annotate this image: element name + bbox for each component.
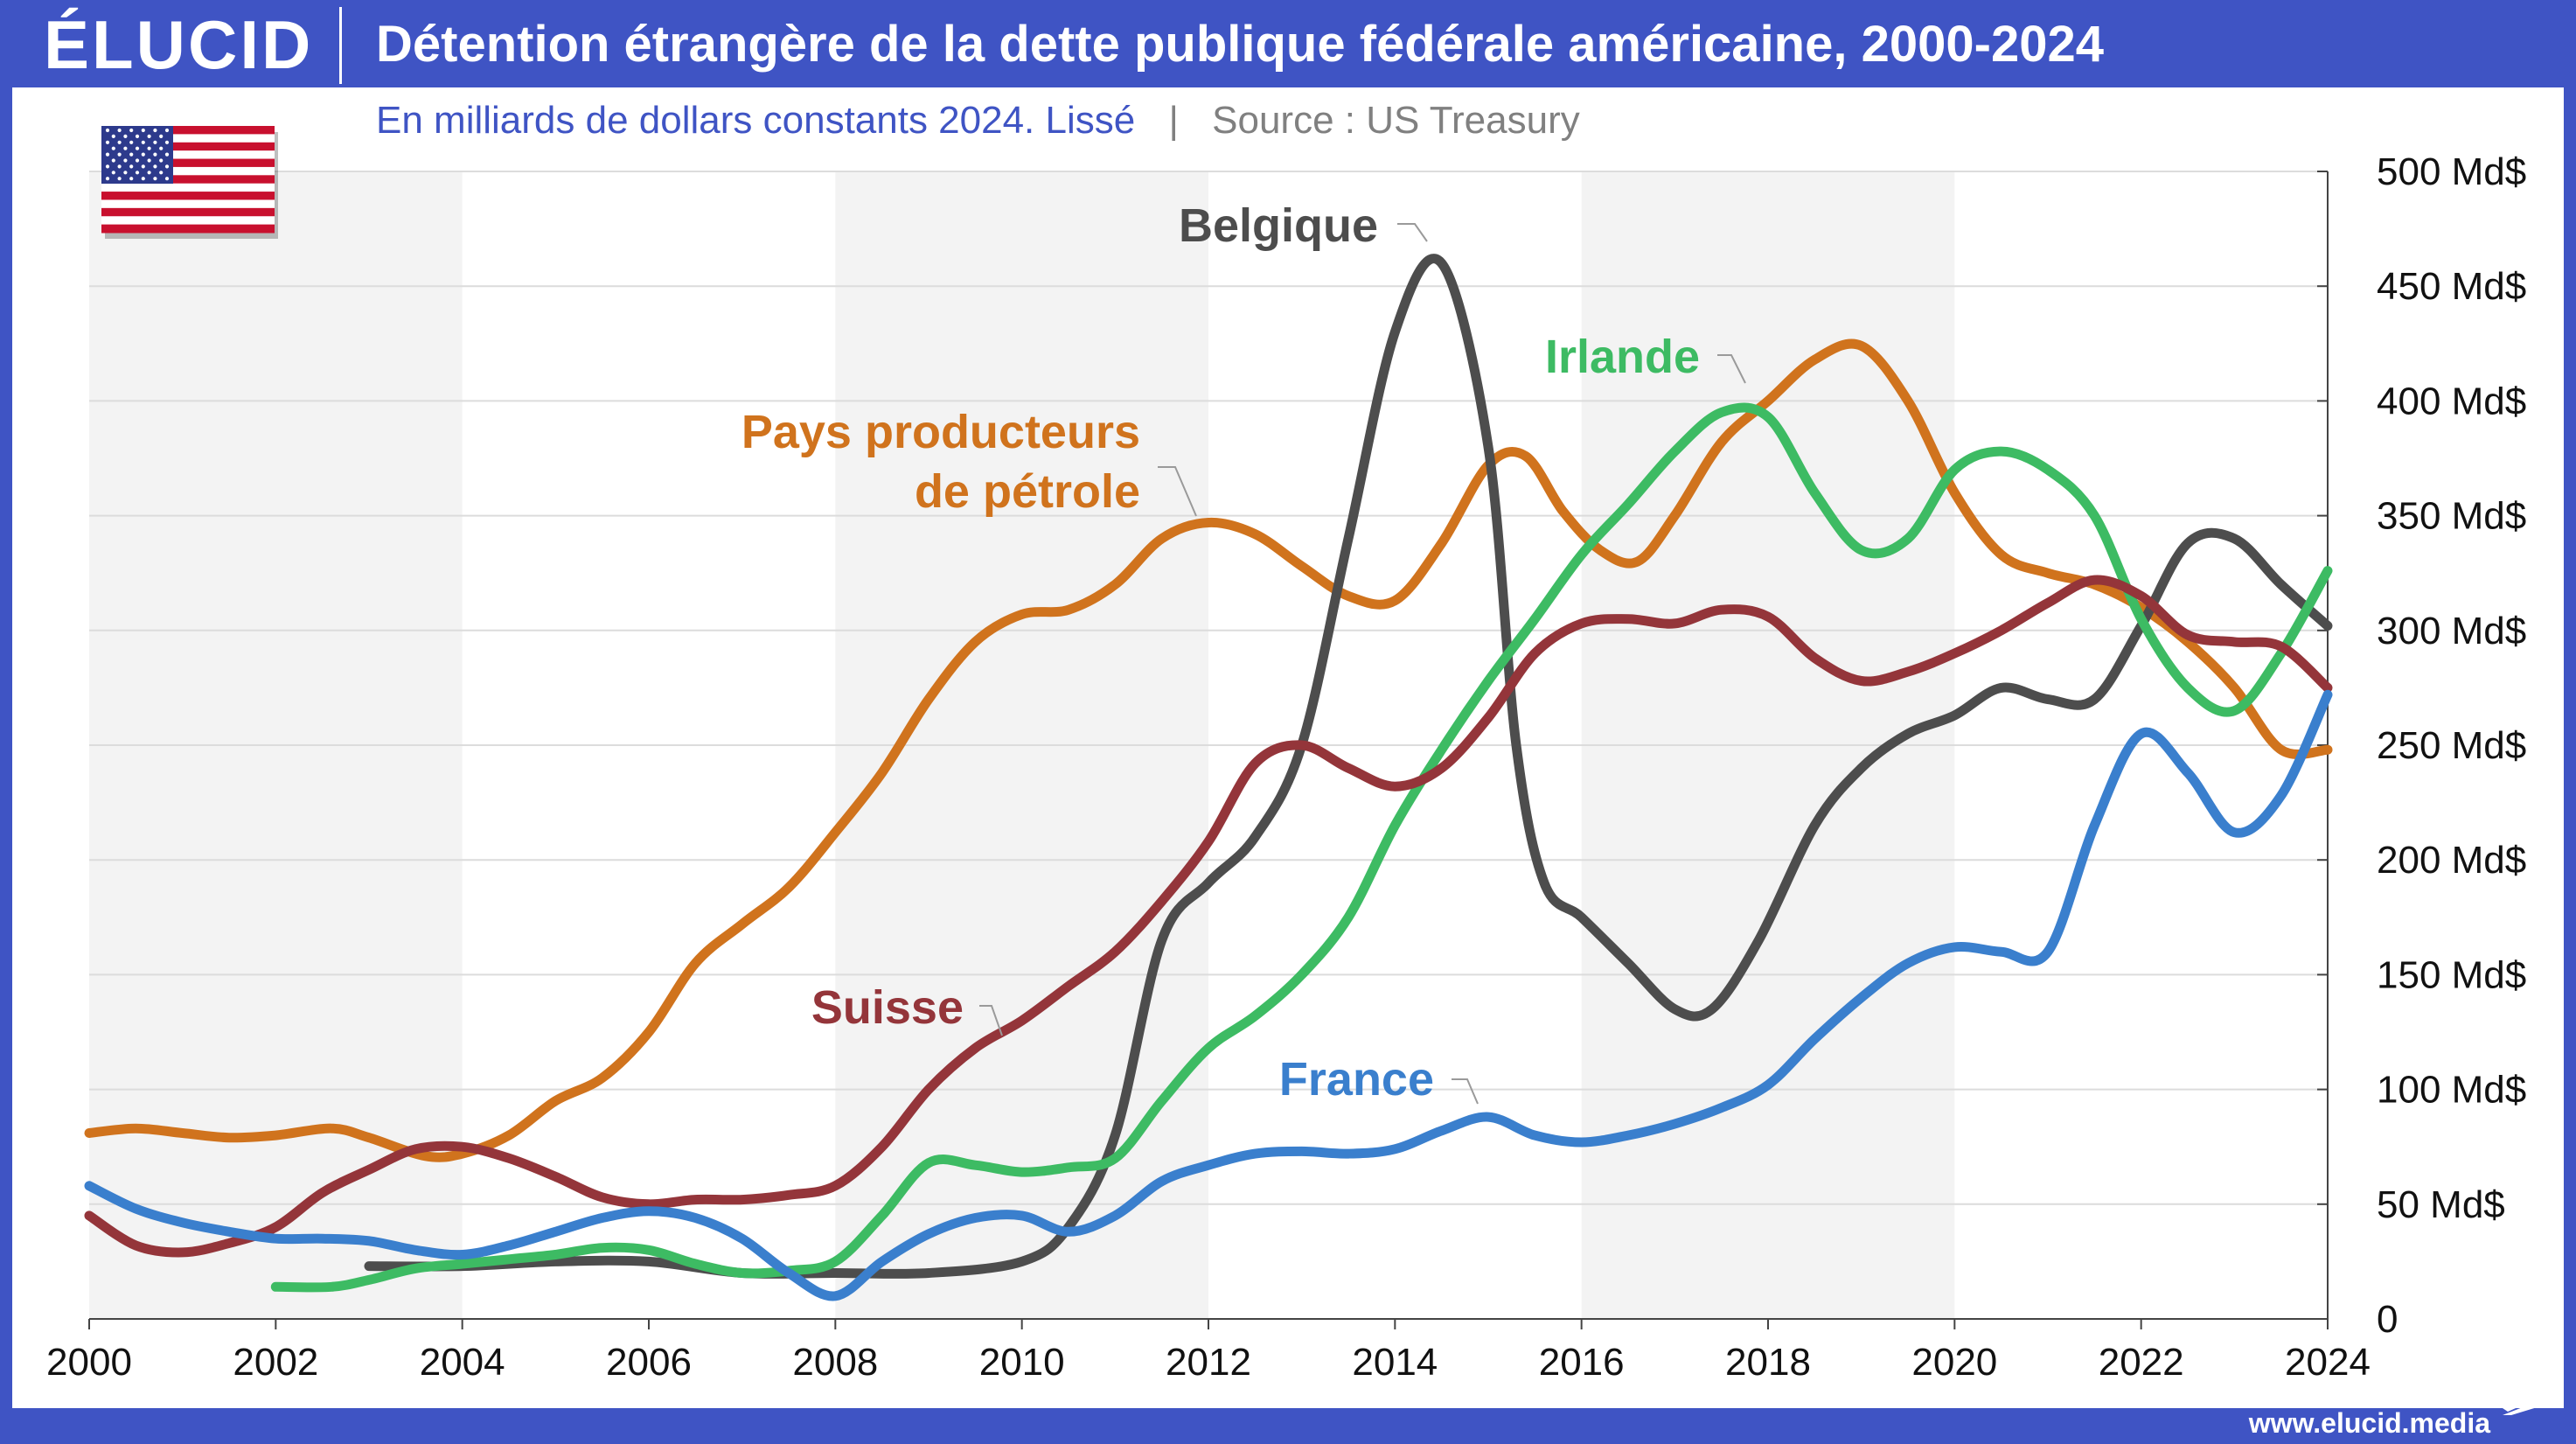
- y-tick-label: 150 Md$: [2377, 953, 2526, 996]
- y-tick-label: 0: [2377, 1298, 2398, 1341]
- series-label-text: Irlande: [1545, 331, 1700, 383]
- series-labels: Pays producteurs de pétrole Belgique Irland…: [741, 199, 1746, 1106]
- line-chart: 2000 2002 2004 2006 2008 2010 2012 2014 2016 2018…: [46, 99, 2526, 1384]
- gridlines: [89, 171, 2328, 1205]
- x-tick-label: 2012: [1166, 1341, 1251, 1384]
- x-tick-label: 2020: [1911, 1341, 1997, 1384]
- series-label-text: Belgique: [1179, 199, 1378, 252]
- x-tick-label: 2016: [1539, 1341, 1625, 1384]
- chart-panel: 2000 2002 2004 2006 2008 2010 2012 2014 2016 2018…: [12, 87, 2564, 1408]
- y-tick-label: 450 Md$: [2377, 265, 2526, 308]
- series-label-irlande: Irlande: [1545, 331, 1746, 384]
- y-tick-label: 350 Md$: [2377, 495, 2526, 538]
- x-tick-label: 2006: [606, 1341, 692, 1384]
- y-tick-label: 200 Md$: [2377, 839, 2526, 882]
- y-tick-label: 500 Md$: [2377, 150, 2526, 193]
- header: ÉLUCID Détention étrangère de la dette p…: [0, 0, 2576, 87]
- x-tick-label: 2000: [46, 1341, 132, 1384]
- y-tick-label: 400 Md$: [2377, 380, 2526, 422]
- leader-line: [1397, 223, 1428, 242]
- series-label-text: de pétrole: [915, 465, 1140, 518]
- x-tick-labels: 2000 2002 2004 2006 2008 2010 2012 2014 2016 2018…: [46, 1319, 2371, 1384]
- subtitle-source: Source : US Treasury: [1212, 99, 1580, 142]
- leader-line: [1452, 1078, 1479, 1105]
- series-label-text: Suisse: [811, 981, 964, 1034]
- elucid-mark-icon: [2503, 1385, 2552, 1415]
- subtitle-main: En milliards de dollars constants 2024. …: [376, 99, 1135, 142]
- series-label-text: France: [1279, 1053, 1434, 1106]
- series-label-belgique: Belgique: [1179, 199, 1428, 252]
- series-label-petrole: Pays producteurs de pétrole: [741, 406, 1197, 518]
- elucid-logo[interactable]: ÉLUCID: [44, 6, 314, 83]
- y-tick-label: 50 Md$: [2377, 1183, 2505, 1226]
- leader-line: [1717, 354, 1746, 384]
- header-separator: [339, 7, 342, 84]
- chart-title: Détention étrangère de la dette publique…: [376, 16, 2104, 73]
- y-tick-label: 250 Md$: [2377, 724, 2526, 767]
- x-tick-label: 2008: [792, 1341, 878, 1384]
- x-tick-label: 2002: [233, 1341, 318, 1384]
- x-tick-label: 2018: [1725, 1341, 1811, 1384]
- series-line-suisse: [84, 575, 2333, 1258]
- series-label-suisse: Suisse: [811, 981, 1003, 1036]
- y-tick-label: 300 Md$: [2377, 610, 2526, 652]
- us-flag-icon: [101, 126, 278, 239]
- y-tick-label: 100 Md$: [2377, 1069, 2526, 1112]
- series-label-france: France: [1279, 1053, 1479, 1106]
- series-lines: [84, 254, 2333, 1301]
- leader-line: [1158, 466, 1197, 517]
- x-tick-label: 2004: [420, 1341, 505, 1384]
- x-tick-label: 2014: [1352, 1341, 1438, 1384]
- leader-line: [979, 1005, 1003, 1036]
- series-label-text: Pays producteurs: [741, 406, 1140, 458]
- subtitle-separator: |: [1168, 99, 1178, 142]
- series-line-france: [84, 689, 2333, 1301]
- series-line-belgique: [364, 254, 2333, 1279]
- x-tick-label: 2022: [2099, 1341, 2184, 1384]
- x-tick-label: 2010: [979, 1341, 1065, 1384]
- x-tick-label: 2024: [2285, 1341, 2371, 1384]
- series-line-irlande: [270, 402, 2333, 1293]
- y-tick-labels: 0 50 Md$ 100 Md$ 150 Md$ 200 Md$ 250 Md$ 300 M…: [2317, 150, 2526, 1341]
- subtitle: En milliards de dollars constants 2024. …: [376, 99, 1580, 142]
- footer-url[interactable]: www.elucid.media: [2248, 1407, 2490, 1439]
